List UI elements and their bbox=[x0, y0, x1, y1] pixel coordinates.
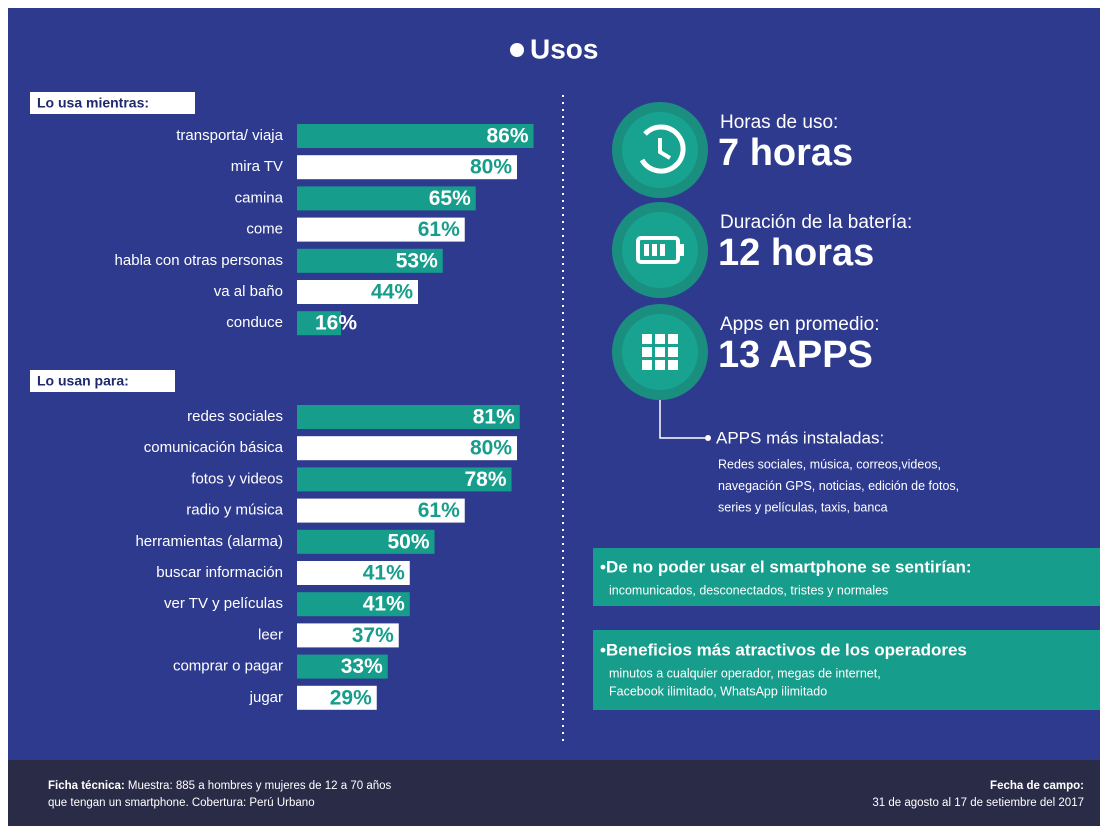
category-label: come bbox=[246, 221, 283, 238]
value-label: 86% bbox=[486, 125, 528, 148]
category-label: leer bbox=[258, 626, 283, 643]
category-label: conduce bbox=[226, 314, 283, 331]
footer-right: Fecha de campo: bbox=[990, 780, 1084, 792]
category-label: camina bbox=[235, 189, 284, 206]
section-label: Lo usa mientras: bbox=[37, 95, 149, 111]
category-label: ver TV y películas bbox=[164, 595, 283, 612]
bar bbox=[297, 124, 534, 148]
stat-label: Horas de uso: bbox=[720, 112, 838, 133]
value-label: 41% bbox=[363, 562, 405, 585]
bar bbox=[297, 685, 377, 710]
category-label: buscar información bbox=[156, 564, 283, 581]
value-label: 37% bbox=[352, 624, 394, 647]
bar bbox=[297, 561, 410, 585]
bar bbox=[297, 311, 341, 336]
value-label: 65% bbox=[429, 187, 471, 210]
category-label: va al baño bbox=[214, 283, 283, 300]
section-label: Lo usan para: bbox=[37, 373, 129, 389]
category-label: redes sociales bbox=[187, 408, 283, 425]
box-title: •De no poder usar el smartphone se senti… bbox=[600, 557, 972, 576]
bar bbox=[297, 186, 476, 211]
value-label: 33% bbox=[341, 655, 383, 678]
footer-text: Muestra: 885 a hombres y mujeres de 12 a… bbox=[125, 780, 392, 792]
value-label: 61% bbox=[418, 499, 460, 522]
bar bbox=[297, 529, 435, 554]
apps-icon bbox=[612, 304, 708, 400]
footer-right: 31 de agosto al 17 de setiembre del 2017 bbox=[872, 797, 1084, 809]
box-line: Facebook ilimitado, WhatsApp ilimitado bbox=[609, 684, 827, 698]
value-label: 80% bbox=[470, 156, 512, 179]
bar bbox=[297, 155, 517, 180]
value-label: 44% bbox=[371, 281, 413, 304]
value-label: 50% bbox=[387, 530, 429, 553]
bar bbox=[297, 280, 418, 304]
stat-value: 7 horas bbox=[718, 132, 853, 174]
info-box bbox=[593, 630, 1100, 710]
category-label: habla con otras personas bbox=[115, 252, 283, 269]
value-label: 78% bbox=[464, 468, 506, 491]
bar bbox=[297, 467, 512, 492]
connector bbox=[659, 400, 705, 439]
bar bbox=[297, 248, 443, 273]
bar bbox=[297, 217, 465, 242]
value-label: 61% bbox=[418, 218, 460, 241]
battery-icon bbox=[612, 202, 708, 298]
value-label: 29% bbox=[330, 686, 372, 709]
section-label-box bbox=[30, 370, 175, 392]
stat-label: Apps en promedio: bbox=[720, 314, 880, 335]
bar bbox=[297, 405, 520, 429]
category-label: mira TV bbox=[231, 158, 283, 175]
box-line: incomunicados, desconectados, tristes y … bbox=[609, 583, 888, 597]
bar bbox=[297, 436, 517, 461]
value-label: 16% bbox=[315, 312, 357, 335]
box-title: •Beneficios más atractivos de los operad… bbox=[600, 640, 967, 659]
value-label: 80% bbox=[470, 437, 512, 460]
value-label: 81% bbox=[473, 406, 515, 429]
category-label: jugar bbox=[249, 689, 283, 706]
category-label: comunicación básica bbox=[144, 439, 284, 456]
apps-title: APPS más instaladas: bbox=[716, 428, 884, 447]
section-label-box bbox=[30, 92, 195, 114]
category-label: radio y música bbox=[186, 502, 283, 519]
footer-bold: Ficha técnica: bbox=[48, 780, 125, 792]
bar bbox=[297, 623, 399, 648]
stat-value: 13 APPS bbox=[718, 334, 873, 376]
category-label: herramientas (alarma) bbox=[135, 533, 283, 550]
stat-label: Duración de la batería: bbox=[720, 212, 912, 233]
title-bullet bbox=[510, 43, 524, 57]
stat-value: 12 horas bbox=[718, 232, 874, 274]
bar bbox=[297, 592, 410, 617]
info-box bbox=[593, 548, 1100, 606]
bar bbox=[297, 498, 465, 523]
footer-band bbox=[8, 760, 1100, 826]
apps-line: Redes sociales, música, correos,videos, bbox=[718, 457, 941, 471]
value-label: 53% bbox=[396, 249, 438, 272]
footer-left: Ficha técnica: Muestra: 885 a hombres y … bbox=[48, 780, 392, 792]
clock-icon bbox=[612, 102, 708, 198]
value-label: 41% bbox=[363, 593, 405, 616]
apps-line: navegación GPS, noticias, edición de fot… bbox=[718, 479, 959, 493]
bar bbox=[297, 654, 388, 679]
footer-left: que tengan un smartphone. Cobertura: Per… bbox=[48, 797, 315, 809]
category-label: fotos y videos bbox=[191, 470, 283, 487]
category-label: transporta/ viaja bbox=[176, 127, 283, 144]
box-line: minutos a cualquier operador, megas de i… bbox=[609, 666, 881, 680]
apps-line: series y películas, taxis, banca bbox=[718, 500, 888, 514]
category-label: comprar o pagar bbox=[173, 658, 283, 675]
connector-dot bbox=[705, 435, 711, 441]
title: Usos bbox=[530, 33, 598, 64]
